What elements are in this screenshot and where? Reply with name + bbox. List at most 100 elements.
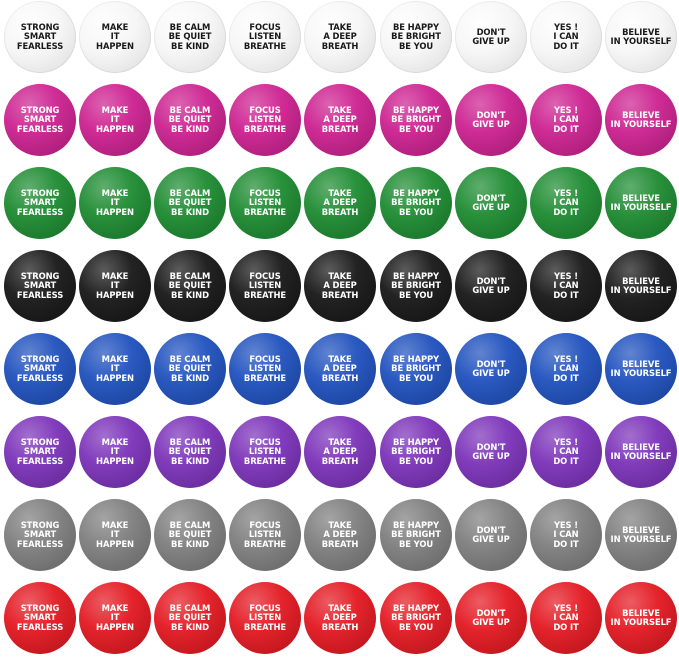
ball-message-line: BREATHE — [243, 40, 287, 51]
ball-message-line: I CAN — [553, 446, 579, 457]
ball-message: STRONG SMART FEARLESS — [17, 436, 63, 466]
ball-message-line: FOCUS — [249, 187, 281, 198]
ball-message-line: DO IT — [553, 621, 579, 632]
ball-message-line: A DEEP — [323, 612, 357, 623]
ball-message-line: MAKE — [101, 353, 129, 364]
ball-message-line: SMART — [23, 363, 57, 374]
ball-message-line: BELIEVE — [622, 358, 660, 369]
ball-message: MAKE IT HAPPEN — [96, 188, 134, 217]
stress-ball-blue-1: STRONG SMART FEARLESS — [4, 333, 76, 405]
stress-ball-blue-3: BE CALM BE QUIET BE KIND — [154, 333, 226, 405]
ball-message-line: BE QUIET — [168, 363, 212, 374]
ball-message-line: BE CALM — [169, 602, 211, 613]
ball-message-line: BE YOU — [398, 538, 434, 549]
stress-ball-pink-3: BE CALM BE QUIET BE KIND — [154, 84, 226, 156]
ball-message-line: GIVE UP — [472, 617, 510, 627]
stress-ball-white-6: BE HAPPY BE BRIGHT BE YOU — [380, 1, 452, 73]
ball-message-line: BE YOU — [398, 40, 434, 51]
ball-message: STRONG SMART FEARLESS — [17, 354, 63, 383]
ball-message-line: GIVE UP — [472, 451, 510, 461]
ball-message: STRONG SMART FEARLESS — [17, 188, 63, 217]
ball-message-line: BE QUIET — [168, 197, 212, 208]
stress-ball-red-3: BE CALM BE QUIET BE KIND — [154, 582, 226, 654]
ball-message: DON'T GIVE UP — [472, 193, 510, 213]
stress-ball-purple-2: MAKE IT HAPPEN — [79, 416, 151, 488]
ball-message-line: IT — [110, 612, 120, 623]
ball-message-line: STRONG — [20, 436, 60, 447]
ball-message-line: BE KIND — [171, 372, 209, 383]
stress-ball-blue-2: MAKE IT HAPPEN — [79, 333, 151, 405]
stress-ball-gray-9: BELIEVE IN YOURSELF — [605, 499, 677, 571]
ball-message-line: LISTEN — [248, 280, 282, 291]
ball-message-line: STRONG — [20, 270, 60, 281]
stress-ball-white-9: BELIEVE IN YOURSELF — [605, 1, 677, 73]
ball-message: DON'T GIVE UP — [472, 608, 510, 628]
ball-message-line: I CAN — [553, 114, 579, 125]
ball-message-line: GIVE UP — [472, 202, 510, 212]
ball-message: BE HAPPY BE BRIGHT BE YOU — [391, 519, 441, 549]
ball-message-line: BE BRIGHT — [391, 529, 441, 540]
ball-message-line: BE QUIET — [168, 529, 212, 540]
ball-message-line: FEARLESS — [16, 123, 64, 134]
ball-message-line: YES ! — [553, 353, 579, 364]
ball-message: YES ! I CAN DO IT — [553, 187, 579, 217]
ball-message-line: BE YOU — [398, 206, 434, 217]
ball-message-line: STRONG — [20, 519, 60, 530]
ball-message-line: LISTEN — [248, 529, 282, 540]
ball-message: FOCUS LISTEN BREATHE — [244, 354, 286, 383]
ball-message-line: BE HAPPY — [392, 519, 440, 530]
ball-message: MAKE IT HAPPEN — [96, 22, 134, 51]
ball-message-line: SMART — [23, 280, 57, 291]
stress-ball-gray-5: TAKE A DEEP BREATH — [304, 499, 376, 571]
ball-message-line: SMART — [23, 612, 57, 623]
ball-message: BELIEVE IN YOURSELF — [611, 358, 672, 379]
ball-message: BE CALM BE QUIET BE KIND — [168, 520, 212, 549]
stress-ball-white-7: DON'T GIVE UP — [455, 1, 527, 73]
ball-message-line: SMART — [23, 197, 57, 208]
ball-message: MAKE IT HAPPEN — [96, 105, 134, 134]
ball-message-line: STRONG — [20, 602, 60, 613]
ball-message: BELIEVE IN YOURSELF — [611, 193, 672, 213]
ball-message-line: BE HAPPY — [392, 602, 440, 613]
ball-message-line: DO IT — [553, 455, 579, 466]
stress-ball-pink-4: FOCUS LISTEN BREATHE — [229, 84, 301, 156]
ball-message-line: BE BRIGHT — [391, 446, 441, 457]
stress-ball-gray-4: FOCUS LISTEN BREATHE — [229, 499, 301, 571]
ball-message: MAKE IT HAPPEN — [96, 520, 134, 549]
ball-message: FOCUS LISTEN BREATHE — [243, 520, 287, 549]
ball-message: BE HAPPY BE BRIGHT BE YOU — [391, 602, 441, 632]
ball-message-line: BREATHE — [243, 123, 287, 134]
ball-message: TAKE A DEEP BREATH — [322, 603, 359, 632]
ball-message-line: BE KIND — [171, 621, 209, 632]
ball-message-line: BE QUIET — [168, 612, 212, 623]
ball-message-line: DON'T — [476, 524, 506, 535]
ball-message-line: A DEEP — [323, 280, 357, 291]
ball-message: STRONG SMART FEARLESS — [17, 270, 63, 300]
ball-message: FOCUS LISTEN BREATHE — [244, 187, 286, 217]
ball-message-line: BE YOU — [398, 621, 434, 632]
stress-ball-black-2: MAKE IT HAPPEN — [79, 250, 151, 322]
ball-message: MAKE IT HAPPEN — [96, 437, 134, 466]
ball-message-line: TAKE — [328, 104, 352, 115]
ball-message-line: DO IT — [553, 538, 579, 549]
ball-message-line: DO IT — [553, 206, 579, 217]
ball-message: DON'T GIVE UP — [472, 27, 509, 47]
stress-ball-pink-9: BELIEVE IN YOURSELF — [605, 84, 677, 156]
ball-message-line: BE KIND — [171, 538, 209, 549]
ball-message-line: IT — [110, 446, 120, 457]
ball-message-line: BE BRIGHT — [391, 612, 441, 623]
ball-message-line: BREATH — [321, 40, 359, 51]
ball-message-line: BELIEVE — [622, 441, 660, 452]
ball-message: BE CALM BE QUIET BE KIND — [168, 188, 212, 217]
ball-message-line: BREATHE — [243, 538, 287, 549]
ball-message-line: YES ! — [553, 187, 579, 198]
ball-message-line: TAKE — [328, 353, 352, 364]
stress-ball-white-4: FOCUS LISTEN BREATHE — [229, 1, 301, 73]
ball-message-line: BE BRIGHT — [391, 114, 441, 125]
ball-message: FOCUS LISTEN BREATHE — [244, 271, 286, 300]
ball-message: DON'T GIVE UP — [472, 442, 510, 462]
ball-message: TAKE A DEEP BREATH — [322, 188, 359, 217]
stress-ball-white-2: MAKE IT HAPPEN — [79, 1, 151, 73]
stress-ball-blue-8: YES ! I CAN DO IT — [530, 333, 602, 405]
ball-message-line: BE KIND — [171, 289, 209, 300]
